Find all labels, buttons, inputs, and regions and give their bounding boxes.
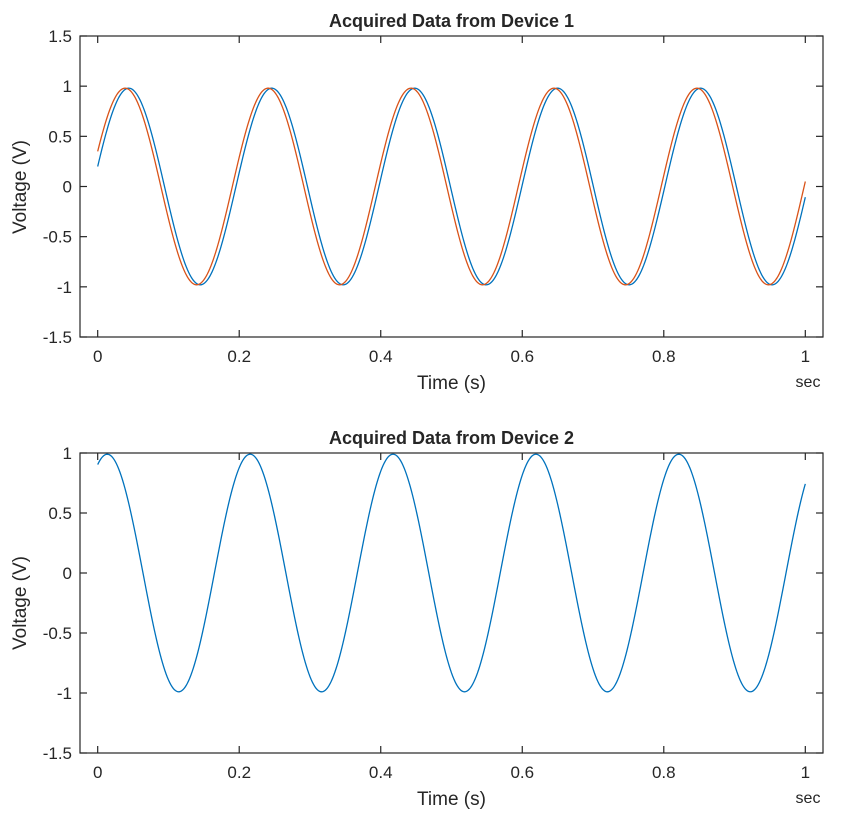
x-unit-label: sec <box>796 374 821 391</box>
x-tick-label: 1 <box>801 347 810 366</box>
y-tick-label: 1 <box>63 77 72 96</box>
axis-ticks: 0 0.2 0.4 0.6 0.8 1 -1.5 -1 -0.5 0 0.5 1 <box>43 444 823 782</box>
x-tick-label: 0.2 <box>227 763 251 782</box>
x-tick-label: 0.6 <box>510 347 534 366</box>
x-tick-label: 0.2 <box>227 347 251 366</box>
y-tick-label: -0.5 <box>43 624 72 643</box>
y-tick-label: -1 <box>57 684 72 703</box>
x-tick-label: 0.8 <box>652 763 676 782</box>
x-tick-label: 1 <box>801 763 810 782</box>
x-tick-label: 0.6 <box>510 763 534 782</box>
y-tick-label: 0.5 <box>48 127 72 146</box>
y-tick-label: -0.5 <box>43 228 72 247</box>
y-tick-label: 1.5 <box>48 27 72 46</box>
x-axis-label: Time (s) <box>417 373 486 394</box>
axes-box <box>79 452 824 754</box>
y-tick-label: -1.5 <box>43 744 72 763</box>
axis-ticks: 0 0.2 0.4 0.6 0.8 1 -1.5 -1 -0.5 0 0.5 1 1.5 <box>43 27 823 366</box>
x-tick-label: 0 <box>93 763 102 782</box>
y-tick-label: 1 <box>63 444 72 463</box>
y-axis-label: Voltage (V) <box>10 556 31 650</box>
series-line-1 <box>97 87 806 286</box>
x-tick-label: 0.8 <box>652 347 676 366</box>
chart-title: Acquired Data from Device 2 <box>329 428 574 448</box>
x-unit-label: sec <box>796 790 821 807</box>
y-tick-label: 0 <box>63 564 72 583</box>
x-axis-label: Time (s) <box>417 789 486 810</box>
y-axis-label: Voltage (V) <box>10 140 31 234</box>
x-tick-label: 0 <box>93 347 102 366</box>
x-tick-label: 0.4 <box>369 347 393 366</box>
data-lines <box>97 453 806 693</box>
series-line-2 <box>97 87 806 286</box>
series-line-1 <box>97 453 806 693</box>
y-tick-label: 0.5 <box>48 504 72 523</box>
axes-device-2[interactable]: Acquired Data from Device 2 0 0.2 0.4 0.6 0.… <box>10 428 824 810</box>
chart-title: Acquired Data from Device 1 <box>329 11 574 31</box>
x-tick-label: 0.4 <box>369 763 393 782</box>
data-lines <box>97 87 806 286</box>
y-tick-label: -1.5 <box>43 328 72 347</box>
y-tick-label: 0 <box>63 178 72 197</box>
y-tick-label: -1 <box>57 278 72 297</box>
axes-device-1[interactable]: Acquired Data from Device 1 0 0.2 0.4 0.6 0.… <box>10 11 824 394</box>
